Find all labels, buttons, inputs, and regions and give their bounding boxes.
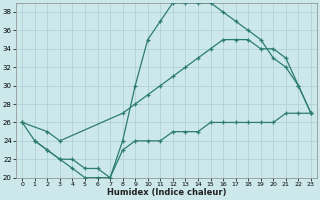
X-axis label: Humidex (Indice chaleur): Humidex (Indice chaleur)	[107, 188, 226, 197]
